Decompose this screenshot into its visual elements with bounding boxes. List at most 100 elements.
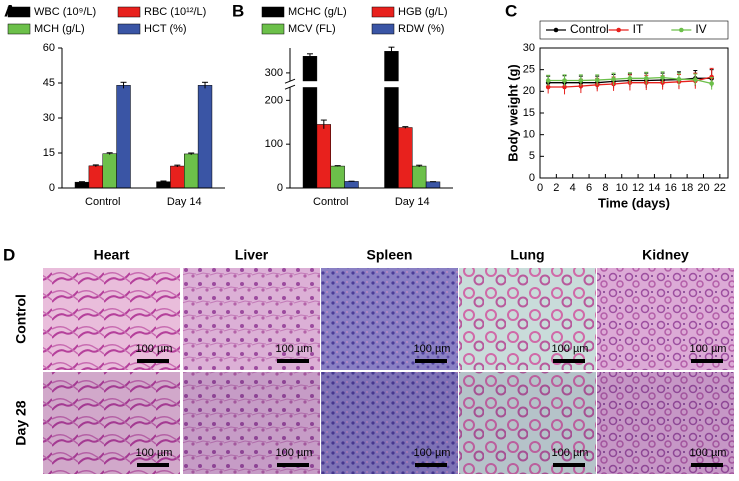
bar [412, 165, 427, 189]
y-tick-label: 15 [523, 107, 535, 119]
x-tick-label: 4 [570, 182, 576, 194]
point [693, 77, 698, 82]
legend-swatch [261, 23, 285, 35]
y-tick-label: 60 [43, 42, 55, 54]
bar [344, 181, 359, 189]
legend-box [539, 20, 729, 40]
point [562, 78, 567, 83]
scale-label: 100 µm [136, 343, 173, 355]
row-label: Control [13, 294, 29, 344]
y-axis-title: Body weight (g) [505, 64, 520, 162]
legend-label: WBC (10⁹/L) [34, 6, 96, 18]
point [676, 76, 682, 82]
bar [88, 165, 103, 189]
image-shade [597, 372, 734, 474]
legend-marker [553, 27, 559, 33]
scale-bar [137, 463, 169, 467]
column-header: Kidney [642, 247, 689, 263]
image-shade [43, 372, 180, 474]
bar [156, 181, 171, 189]
column-header: Heart [94, 247, 130, 263]
scale-bar [277, 359, 309, 363]
histology-image [597, 268, 734, 370]
point [611, 76, 616, 82]
plot-frame [539, 47, 729, 179]
scale-label: 100 µm [552, 447, 589, 459]
y-tick-label: 0 [49, 182, 55, 194]
legend-swatch [7, 23, 31, 35]
x-tick-label: Day 14 [395, 196, 430, 208]
legend-marker [679, 27, 684, 33]
panel-label: C [505, 1, 517, 20]
bar [102, 153, 117, 189]
legend-label: MCV (FL) [288, 23, 336, 35]
histology-image [321, 372, 458, 474]
scale-label: 100 µm [136, 447, 173, 459]
legend-swatch [7, 6, 31, 18]
point [627, 76, 633, 81]
histology-image [183, 268, 320, 370]
x-tick-label: Control [313, 196, 348, 208]
y-tick-label: 15 [43, 147, 55, 159]
bar [197, 85, 213, 189]
image-shade [321, 372, 458, 474]
y-tick-label: 30 [43, 112, 55, 124]
legend-label: RBC (10¹²/L) [144, 6, 206, 18]
x-tick-label: 6 [586, 182, 592, 194]
row-label: Day 28 [13, 400, 29, 445]
y-tick-label: 45 [43, 77, 55, 89]
bar [116, 85, 131, 189]
x-tick-label: Control [85, 196, 120, 208]
legend-label: MCH (g/L) [34, 23, 85, 35]
x-tick-label: 18 [681, 182, 693, 194]
column-header: Lung [510, 247, 544, 263]
point [643, 76, 649, 81]
point [578, 78, 584, 83]
scale-bar [553, 359, 585, 363]
histology-image [321, 268, 458, 370]
legend-label: HGB (g/L) [398, 6, 448, 18]
image-shade [183, 372, 320, 474]
y-tick-label: 0 [529, 172, 535, 184]
histology-image [459, 268, 596, 370]
legend-label: MCHC (g/L) [288, 6, 347, 18]
y-tick-label: 10 [523, 129, 535, 141]
legend-swatch [371, 6, 395, 18]
y-tick-label: 5 [529, 150, 535, 162]
point [594, 77, 600, 83]
scale-bar [415, 463, 447, 467]
bar [384, 51, 399, 189]
scale-label: 100 µm [414, 447, 451, 459]
bar [170, 165, 185, 189]
image-shade [459, 372, 596, 474]
bar [425, 181, 441, 189]
x-tick-label: 20 [697, 182, 709, 194]
x-tick-label: 8 [602, 182, 608, 194]
legend-swatch [261, 6, 285, 18]
scale-bar [691, 359, 723, 363]
scale-bar [137, 359, 169, 363]
x-tick-label: Day 14 [167, 196, 202, 208]
bar [74, 181, 90, 189]
legend-label: HCT (%) [144, 23, 187, 35]
legend-label: IT [633, 22, 644, 36]
axis-break [284, 81, 453, 88]
y-tick-label: 0 [277, 182, 283, 194]
legend-label: RDW (%) [398, 23, 444, 35]
point [660, 75, 665, 80]
scale-label: 100 µm [690, 447, 727, 459]
bar [184, 153, 199, 189]
legend-marker [616, 27, 621, 33]
x-tick-label: 2 [553, 182, 559, 194]
panel-label: D [3, 245, 15, 264]
bar [398, 127, 413, 189]
scale-label: 100 µm [552, 343, 589, 355]
scale-bar [277, 463, 309, 467]
x-tick-label: 14 [648, 182, 660, 194]
x-axis-title: Time (days) [598, 195, 670, 210]
y-tick-label: 300 [265, 67, 283, 79]
bar [302, 56, 318, 189]
legend-swatch [117, 6, 141, 18]
legend-label: Control [570, 22, 609, 36]
